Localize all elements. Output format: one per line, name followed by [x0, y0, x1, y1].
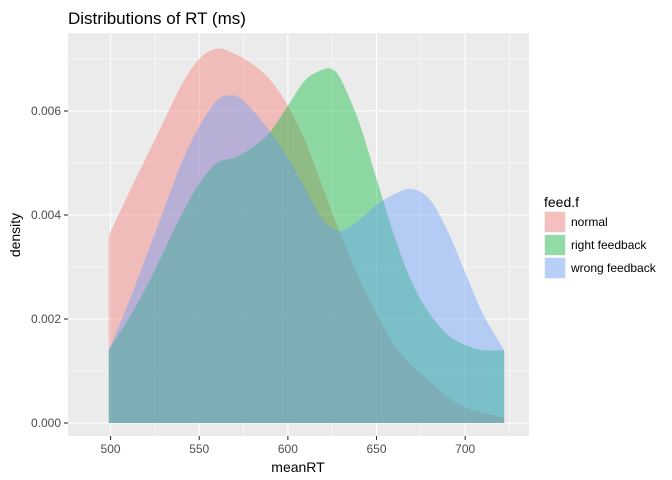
legend-title: feed.f	[544, 194, 579, 210]
plot-panel	[68, 33, 529, 436]
legend-key-background	[544, 257, 566, 279]
density-area-wrong-feedback	[108, 95, 505, 424]
x-tick-label: 550	[189, 442, 209, 456]
x-tick-label: 650	[366, 442, 386, 456]
legend-key-right-feedback	[545, 235, 565, 255]
minor-gridlines	[68, 33, 529, 436]
x-tick-label: 600	[278, 442, 298, 456]
legend-label: right feedback	[571, 238, 647, 252]
legend-key-background	[544, 211, 566, 233]
legend-key-wrong-feedback	[545, 258, 565, 278]
y-tick-label: 0.004	[31, 208, 61, 222]
y-axis-ticks: 0.000 0.002 0.004 0.006	[31, 104, 68, 430]
major-gridlines	[68, 33, 529, 436]
density-areas	[108, 48, 505, 424]
y-tick-label: 0.000	[31, 416, 61, 430]
legend-label: normal	[571, 215, 608, 229]
density-area-normal	[108, 48, 505, 424]
y-tick-label: 0.002	[31, 312, 61, 326]
y-tick-label: 0.006	[31, 104, 61, 118]
density-area-right-feedback	[108, 68, 505, 423]
legend-key-normal	[545, 212, 565, 232]
legend-key-background	[544, 234, 566, 256]
x-axis-title: meanRT	[271, 459, 325, 475]
y-axis-title: density	[7, 213, 23, 257]
x-axis-ticks: 500 550 600 650 700	[101, 436, 476, 456]
x-tick-label: 700	[455, 442, 475, 456]
x-tick-label: 500	[101, 442, 121, 456]
legend: feed.f normal right feedback wrong feedbac…	[544, 194, 657, 279]
legend-label: wrong feedback	[570, 261, 657, 275]
chart-title: Distributions of RT (ms)	[68, 9, 246, 28]
